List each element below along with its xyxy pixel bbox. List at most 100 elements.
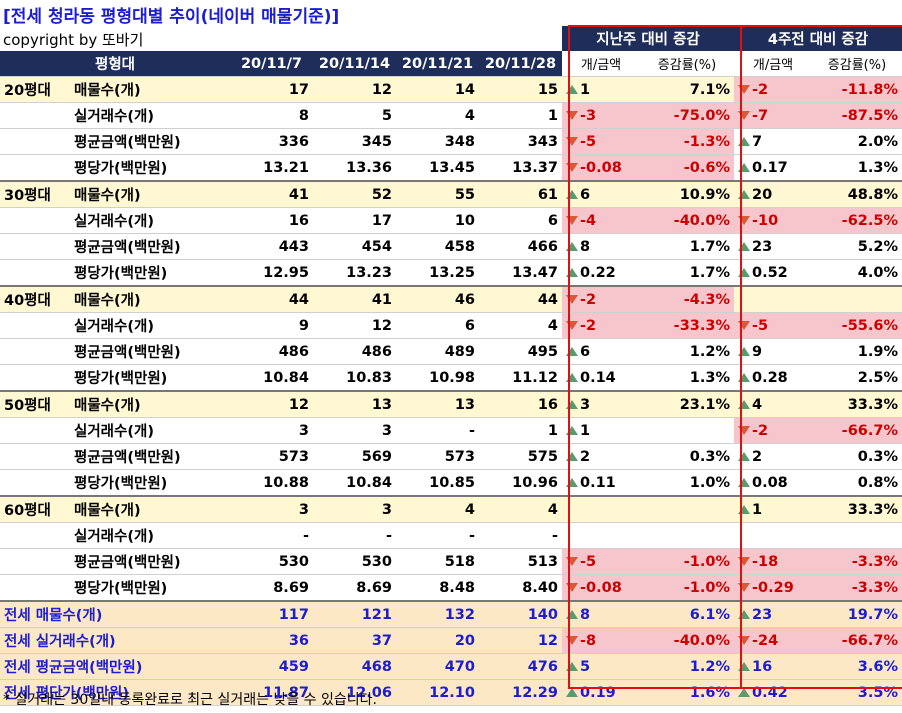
value-cell: 530 [313, 548, 396, 575]
column-header: 20/11/14 [313, 51, 396, 77]
total-value: 36 [230, 627, 313, 654]
triangle-down-icon [566, 557, 578, 566]
value-cell: 4 [396, 102, 479, 129]
size-group-label [0, 443, 70, 470]
4week-rate-cell: 48.8% [812, 181, 902, 208]
4week-change-cell: -0.29 [734, 574, 812, 602]
metric-label: 실거래수(개) [70, 522, 230, 549]
week-change-cell: 1 [562, 76, 640, 103]
total-week-change: 0.19 [562, 679, 640, 706]
value-cell: 12.95 [230, 259, 313, 287]
size-group-label [0, 574, 70, 602]
size-group-label [0, 469, 70, 497]
change-value: -4 [580, 212, 597, 229]
value-cell: 1 [479, 102, 562, 129]
triangle-up-icon [738, 662, 750, 671]
triangle-up-icon [738, 137, 750, 146]
total-value: 459 [230, 653, 313, 680]
total-4week-change: 0.42 [734, 679, 812, 706]
triangle-up-icon [738, 268, 750, 277]
metric-label: 매물수(개) [70, 286, 230, 313]
week-rate-cell: -4.3% [640, 286, 734, 313]
total-week-rate: 6.1% [640, 601, 734, 628]
value-cell: 13 [313, 391, 396, 418]
week-rate-cell: 1.0% [640, 469, 734, 497]
triangle-up-icon [738, 688, 750, 697]
value-cell: 13.37 [479, 154, 562, 182]
value-cell: 466 [479, 233, 562, 260]
value-cell: 8.48 [396, 574, 479, 602]
total-label: 전세 평균금액(백만원) [0, 653, 230, 680]
4week-change-cell: 2 [734, 443, 812, 470]
value-cell: 4 [396, 496, 479, 523]
total-value: 132 [396, 601, 479, 628]
triangle-up-icon [566, 190, 578, 199]
value-cell: 10.84 [313, 469, 396, 497]
table-row: 30평대 매물수(개) 41 52 55 61 6 10.9% 20 48.8% [0, 181, 902, 208]
value-cell: 3 [230, 496, 313, 523]
metric-label: 평균금액(백만원) [70, 443, 230, 470]
4week-rate-cell: -11.8% [812, 76, 902, 103]
size-group-label [0, 364, 70, 392]
change-value: 8 [580, 606, 591, 623]
table-row: 실거래수(개) 16 17 10 6 -4 -40.0% -10 -62.5% [0, 207, 902, 234]
4week-rate-cell: 5.2% [812, 233, 902, 260]
value-cell: 9 [230, 312, 313, 339]
triangle-up-icon [566, 268, 578, 277]
week-rate-cell: 23.1% [640, 391, 734, 418]
total-week-rate: -40.0% [640, 627, 734, 654]
value-cell: 495 [479, 338, 562, 365]
metric-label: 실거래수(개) [70, 102, 230, 129]
size-group-label [0, 312, 70, 339]
total-row: 전세 실거래수(개) 36 37 20 12 -8 -40.0% -24 -66.7% [0, 627, 902, 654]
size-group-label: 60평대 [0, 496, 70, 523]
value-cell: 14 [396, 76, 479, 103]
4week-rate-cell: -55.6% [812, 312, 902, 339]
4week-change-cell: 20 [734, 181, 812, 208]
value-cell: 10.84 [230, 364, 313, 392]
metric-label: 실거래수(개) [70, 417, 230, 444]
change-value: -18 [752, 553, 779, 570]
change-value: 9 [752, 343, 763, 360]
change-value: 0.19 [580, 684, 616, 701]
value-cell: 6 [479, 207, 562, 234]
value-cell: 10.85 [396, 469, 479, 497]
column-header: 20/11/7 [230, 51, 313, 77]
total-value: 117 [230, 601, 313, 628]
group-4week-header: 4주전 대비 증감 [734, 26, 902, 51]
week-rate-cell: 1.7% [640, 259, 734, 287]
triangle-up-icon [738, 242, 750, 251]
week-rate-cell: 0.3% [640, 443, 734, 470]
value-cell: 10.83 [313, 364, 396, 392]
value-cell: 12 [313, 312, 396, 339]
triangle-up-icon [566, 242, 578, 251]
change-value: 5 [580, 658, 591, 675]
metric-label: 평당가(백만원) [70, 469, 230, 497]
total-4week-change: 16 [734, 653, 812, 680]
total-value: 12.10 [396, 679, 479, 706]
value-cell: 345 [313, 128, 396, 155]
value-cell: 41 [230, 181, 313, 208]
value-cell: 513 [479, 548, 562, 575]
value-cell: 573 [396, 443, 479, 470]
value-cell: 8.40 [479, 574, 562, 602]
4week-rate-cell: -87.5% [812, 102, 902, 129]
week-rate-cell: 1.2% [640, 338, 734, 365]
value-cell: 443 [230, 233, 313, 260]
size-group-label [0, 102, 70, 129]
week-rate-cell [640, 522, 734, 549]
value-cell: 454 [313, 233, 396, 260]
triangle-up-icon [566, 688, 578, 697]
total-value: 12 [479, 627, 562, 654]
table-row: 평당가(백만원) 10.88 10.84 10.85 10.96 0.11 1.0% 0.08… [0, 469, 902, 497]
triangle-down-icon [566, 216, 578, 225]
value-cell: 10.88 [230, 469, 313, 497]
value-cell: 10 [396, 207, 479, 234]
triangle-down-icon [738, 111, 750, 120]
4week-rate-cell: 0.3% [812, 443, 902, 470]
week-change-cell: 6 [562, 181, 640, 208]
total-value: 121 [313, 601, 396, 628]
change-value: 2 [580, 448, 591, 465]
change-value: -0.29 [752, 579, 794, 596]
triangle-down-icon [566, 295, 578, 304]
